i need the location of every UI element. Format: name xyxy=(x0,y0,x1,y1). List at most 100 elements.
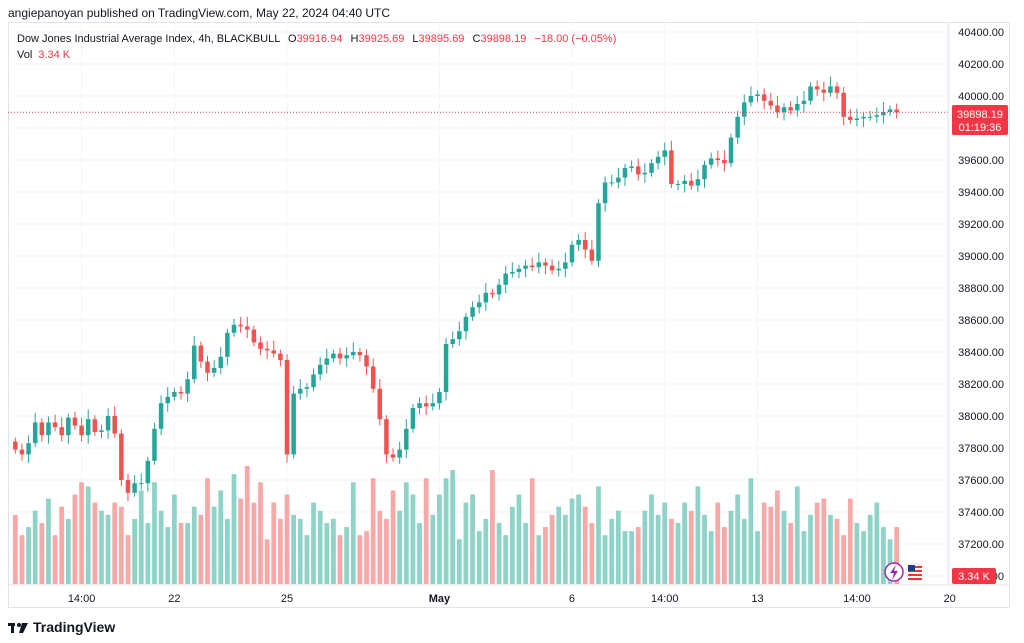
volume-bar xyxy=(311,502,316,584)
time-tick-label: 13 xyxy=(751,593,763,605)
volume-bar xyxy=(834,518,840,584)
candle-body xyxy=(516,268,522,272)
volume-bar xyxy=(794,486,800,584)
candle-body xyxy=(125,480,131,493)
volume-bar xyxy=(775,490,780,584)
volume-bar xyxy=(271,502,277,584)
candle-body xyxy=(536,262,542,268)
candle-body xyxy=(748,96,754,103)
volume-bar xyxy=(85,486,91,584)
candle-body xyxy=(874,115,880,117)
volume-bar xyxy=(284,494,290,584)
volume-bar xyxy=(443,478,449,584)
price-tick-label: 37200.00 xyxy=(958,539,1004,551)
volume-bar xyxy=(867,514,873,584)
candle-body xyxy=(496,284,502,295)
footer[interactable]: TradingView xyxy=(8,619,115,635)
candle-body xyxy=(39,422,45,436)
candle-body xyxy=(894,109,899,113)
volume-bar xyxy=(735,494,741,584)
volume-bar xyxy=(781,510,787,584)
candle-body xyxy=(119,433,124,480)
volume-bar xyxy=(291,514,297,584)
volume-bar xyxy=(576,494,581,584)
price-tick-label: 39600.00 xyxy=(958,155,1004,167)
volume-bar xyxy=(470,494,475,584)
volume-bar xyxy=(39,522,45,584)
volume-value: 3.34 K xyxy=(38,49,71,61)
volume-bar xyxy=(92,502,98,584)
tradingview-logo-icon xyxy=(8,623,28,633)
volume-bar xyxy=(198,514,204,584)
candle-body xyxy=(165,396,170,404)
candle-body xyxy=(238,324,243,327)
time-tick-label: 25 xyxy=(281,593,293,605)
volume-bar xyxy=(132,518,137,584)
candle-body xyxy=(264,348,270,351)
candle-body xyxy=(576,240,581,245)
volume-bar xyxy=(887,539,893,584)
price-tick-label: 40200.00 xyxy=(958,59,1004,71)
volume-bar xyxy=(224,518,230,584)
symbol-legend: Dow Jones Industrial Average Index, 4h, … xyxy=(17,33,616,45)
candle-body xyxy=(682,180,687,184)
candle-body xyxy=(887,109,893,112)
candle-body xyxy=(92,419,98,432)
candle-body xyxy=(138,483,144,485)
volume-bar xyxy=(456,539,462,584)
symbol-title: Dow Jones Industrial Average Index, 4h, … xyxy=(17,33,280,45)
volume-bars xyxy=(12,466,900,584)
candle-body xyxy=(105,416,111,431)
candle-body xyxy=(450,339,455,344)
price-tick-label: 39400.00 xyxy=(958,187,1004,199)
volume-bar xyxy=(808,514,813,584)
volume-bar xyxy=(218,490,224,584)
volume-bar xyxy=(152,482,157,584)
candles xyxy=(13,76,899,502)
volume-bar xyxy=(165,527,171,584)
volume-bar xyxy=(238,498,244,584)
candle-body xyxy=(735,116,740,138)
candle-body xyxy=(225,332,230,357)
lightning-icon[interactable] xyxy=(884,562,904,582)
candle-body xyxy=(231,324,237,333)
candle-body xyxy=(112,416,117,434)
volume-bar xyxy=(450,470,456,584)
volume-bar xyxy=(417,522,422,584)
candle-body xyxy=(775,105,780,112)
candle-body xyxy=(781,107,787,112)
candle-body xyxy=(834,86,840,93)
candle-body xyxy=(99,430,104,432)
volume-bar xyxy=(317,510,323,584)
candle-body xyxy=(470,307,475,317)
price-tick-label: 38000.00 xyxy=(958,411,1004,423)
volume-bar xyxy=(390,490,396,584)
candle-body xyxy=(218,356,223,368)
candle-body xyxy=(609,182,614,184)
volume-bar xyxy=(874,502,880,584)
candle-body xyxy=(463,316,469,332)
candle-body xyxy=(556,268,561,271)
us-flag-icon[interactable] xyxy=(905,562,925,582)
price-tick-label: 37600.00 xyxy=(958,475,1004,487)
candle-body xyxy=(689,180,694,186)
volume-bar xyxy=(324,522,330,584)
volume-bar xyxy=(675,522,681,584)
candle-body xyxy=(357,352,363,356)
candle-body xyxy=(132,483,137,493)
candle-body xyxy=(529,265,535,268)
volume-bar xyxy=(384,518,389,584)
candle-body xyxy=(861,116,866,119)
candle-body xyxy=(788,107,793,111)
volume-bar xyxy=(171,494,177,584)
candle-body xyxy=(828,86,833,93)
candle-body xyxy=(191,345,197,380)
candle-body xyxy=(722,160,727,164)
time-tick-label: 6 xyxy=(569,593,575,605)
candle-body xyxy=(79,425,84,436)
candle-body xyxy=(675,184,681,185)
candle-body xyxy=(483,292,489,303)
price-tick-label: 40400.00 xyxy=(958,27,1004,39)
